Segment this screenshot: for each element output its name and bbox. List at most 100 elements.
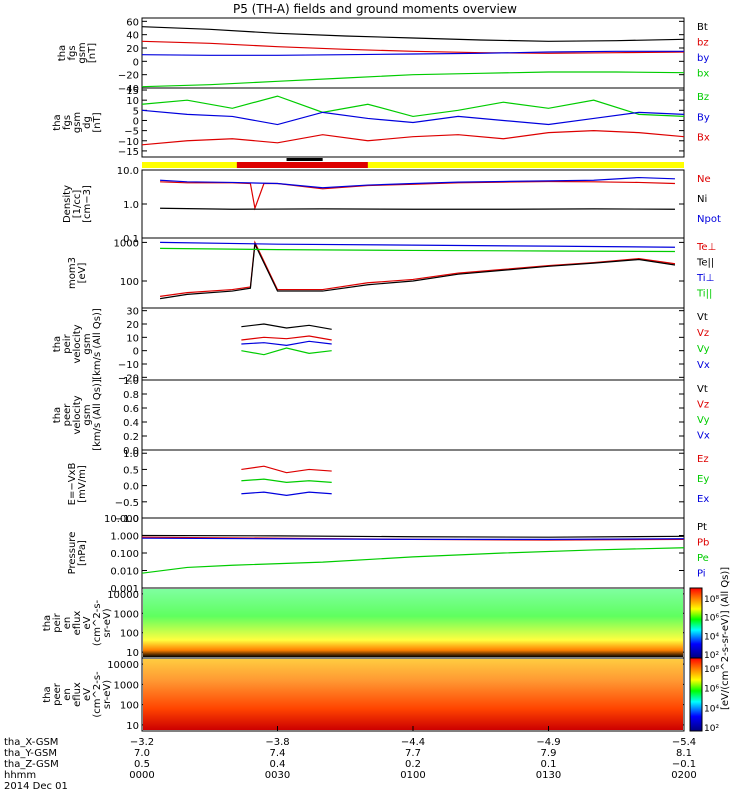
series-line-bx bbox=[141, 71, 685, 88]
time-row-label: 2014 Dec 01 bbox=[4, 781, 68, 792]
series-line-Ez bbox=[241, 465, 332, 474]
colorbar-tick: 10⁸ bbox=[704, 595, 719, 605]
ytick-label: 5 bbox=[133, 106, 139, 117]
legend-Ni: Ni bbox=[697, 194, 707, 205]
colorbar-tick: 10² bbox=[704, 651, 719, 661]
ytick-label: −0.5 bbox=[115, 498, 139, 509]
colorbar-tick: 10⁶ bbox=[704, 614, 719, 624]
ylabel-line: velocity bbox=[72, 324, 83, 363]
ylabel-line: velocity bbox=[72, 395, 83, 434]
ylabel-line: [km/s (All Qs)] bbox=[92, 379, 103, 451]
colorbar-tick: 10⁸ bbox=[704, 665, 719, 675]
ylabel-line: eV bbox=[82, 616, 93, 629]
legend-Vz: Vz bbox=[697, 400, 709, 411]
ytick-label: 20 bbox=[126, 44, 139, 55]
panel-temperature: 1000 100 mom3 [eV] Te⊥ Te|| Ti⊥ Ti|| bbox=[67, 237, 716, 309]
ytick-label: 0.8 bbox=[123, 390, 139, 401]
ylabel-line: [nT] bbox=[92, 112, 103, 132]
xtick-label: 0.1 bbox=[541, 759, 557, 770]
legend-Vx: Vx bbox=[697, 431, 710, 442]
ylabel-line: [eV] bbox=[77, 263, 88, 284]
ytick-label: 0.2 bbox=[123, 432, 139, 443]
xtick-label: −3.8 bbox=[265, 737, 289, 748]
series-line-Ex bbox=[241, 491, 332, 496]
ytick-label: 10 bbox=[126, 648, 139, 659]
ytick-label: 0.0 bbox=[123, 482, 139, 493]
ytick-label: 0.010 bbox=[110, 567, 139, 578]
legend-By: By bbox=[697, 112, 710, 123]
spectrogram bbox=[143, 589, 683, 657]
panel-pressure: 10.000 1.000 0.100 0.010 0.001 Pressure [nPa] P… bbox=[67, 514, 709, 595]
time-row-label: tha_Z-GSM bbox=[4, 759, 59, 770]
legend-Pt: Pt bbox=[697, 522, 707, 533]
ytick-label: 10000 bbox=[107, 590, 139, 601]
panel-frame bbox=[141, 379, 685, 451]
mode-bar-red bbox=[236, 162, 368, 168]
ytick-label: 10 bbox=[126, 721, 139, 732]
ytick-label: −1.0 bbox=[115, 514, 139, 525]
ytick-label: 0 bbox=[133, 116, 139, 127]
series-line-Pe bbox=[141, 547, 685, 574]
xtick-label: −3.2 bbox=[130, 737, 154, 748]
panel-peir_spec: 10000 1000 100 10 tha peir en eflux eV (cm^2-s-sr… bbox=[42, 587, 719, 661]
ytick-label: 0.5 bbox=[123, 465, 139, 476]
ylabel-line: gsm bbox=[82, 404, 93, 425]
series-line-Npot bbox=[160, 176, 675, 189]
series-line-by bbox=[141, 50, 684, 56]
ylabel-line: tha bbox=[57, 45, 68, 61]
ytick-label: 10000 bbox=[107, 660, 139, 671]
ylabel-line: [nT] bbox=[87, 43, 98, 63]
xtick-label: 7.9 bbox=[541, 748, 557, 759]
xtick-label: 0.4 bbox=[270, 759, 286, 770]
xtick-label: 0030 bbox=[265, 770, 290, 781]
ytick-label: −5 bbox=[124, 127, 139, 138]
ylabel-line: en bbox=[62, 688, 73, 701]
ylabel-line: tha bbox=[52, 407, 63, 423]
legend-Pe: Pe bbox=[697, 553, 709, 564]
legend-Ez: Ez bbox=[697, 454, 709, 465]
panel-frame bbox=[141, 449, 685, 519]
xtick-label: −0.1 bbox=[672, 759, 696, 770]
legend-Vx: Vx bbox=[697, 360, 710, 371]
ytick-label: 0.6 bbox=[123, 404, 139, 415]
xtick-label: −4.4 bbox=[401, 737, 425, 748]
ytick-label: 1000 bbox=[114, 609, 139, 620]
panel-fgs_gsm: 60 40 20 0 −20 −40 tha fgs gsm [nT] Bt bz by bx bbox=[57, 17, 709, 95]
time-row-label: tha_X-GSM bbox=[4, 737, 58, 748]
ylabel-line: eV bbox=[82, 688, 93, 701]
legend-Ey: Ey bbox=[697, 474, 709, 485]
xtick-label: 0200 bbox=[671, 770, 696, 781]
ytick-label: 0.1 bbox=[123, 234, 139, 245]
time-row-label: tha_Y-GSM bbox=[4, 748, 57, 759]
colorbar bbox=[689, 587, 703, 659]
ytick-label: −15 bbox=[118, 147, 139, 158]
ylabel-line: [km/s (All Qs)] bbox=[92, 308, 103, 380]
series-line-Bt bbox=[141, 26, 685, 42]
series-line-Vt bbox=[241, 323, 332, 330]
xtick-label: 7.4 bbox=[270, 748, 286, 759]
time-row-label: hhmm bbox=[4, 770, 36, 781]
xtick-label: 0000 bbox=[129, 770, 154, 781]
ylabel-line: (cm^2-s- bbox=[92, 599, 103, 646]
ytick-label: 100 bbox=[120, 277, 139, 288]
legend-bx: bx bbox=[697, 69, 709, 80]
ytick-label: 10 bbox=[126, 333, 139, 344]
series-line-By bbox=[141, 109, 685, 126]
ytick-label: 0.0 bbox=[123, 446, 139, 457]
ylabel-line: [nPa] bbox=[77, 540, 88, 566]
legend-Ti⊥: Ti⊥ bbox=[696, 273, 714, 284]
series-line-Pt bbox=[141, 534, 685, 538]
ytick-label: 100 bbox=[120, 701, 139, 712]
panel-frame bbox=[141, 517, 685, 589]
ytick-label: 0.100 bbox=[110, 549, 139, 560]
ytick-label: 1.000 bbox=[110, 532, 139, 543]
series-line-Vy bbox=[241, 347, 332, 356]
ytick-label: 1000 bbox=[114, 680, 139, 691]
ylabel-line: dg bbox=[82, 116, 93, 129]
colorbar-tick: 10⁴ bbox=[704, 632, 719, 642]
legend-bz: bz bbox=[697, 38, 709, 49]
ylabel-line: peer bbox=[52, 682, 63, 706]
ytick-label: −20 bbox=[118, 71, 139, 82]
legend-Bz: Bz bbox=[697, 92, 709, 103]
series-line-Pi bbox=[141, 537, 685, 540]
